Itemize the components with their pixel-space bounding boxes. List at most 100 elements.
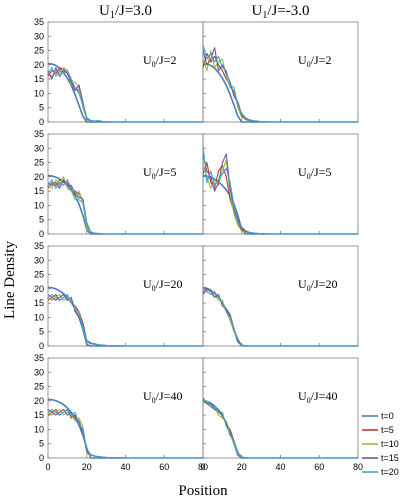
series-line-t-20 [202, 145, 358, 235]
column-titles: U1/J=3.0 U1/J=-3.0 [99, 3, 310, 21]
y-tick-label: 15 [34, 410, 44, 420]
series-line-t-10 [202, 159, 358, 235]
y-tick-label: 35 [34, 241, 44, 251]
y-tick-label: 25 [34, 158, 44, 168]
y-tick-label: 5 [39, 327, 44, 337]
panel-label: U0/J=40 [298, 389, 337, 405]
panel-frame [47, 21, 204, 123]
x-tick-label: 40 [120, 462, 130, 472]
legend-label-t-15: t=15 [381, 453, 399, 463]
x-tick-label: 20 [237, 462, 247, 472]
y-tick-label: 25 [34, 46, 44, 56]
x-tick-label: 80 [198, 462, 208, 472]
y-tick-label: 10 [34, 88, 44, 98]
y-tick-label: 25 [34, 270, 44, 280]
column-title-1: U1/J=3.0 [99, 3, 152, 21]
series-line-t-5 [202, 162, 358, 235]
series-line-t-10 [202, 288, 358, 347]
panel-grid: 0 5 10 15 20 25 30 35 U0/J=2 U0/J=20 5 10 15 20 25 30 35… [34, 17, 363, 472]
y-tick-label: 25 [34, 382, 44, 392]
x-tick-label: 0 [200, 462, 205, 472]
legend: t=0 t=5 t=10 t=15 t=20 [362, 411, 399, 477]
y-tick-label: 0 [39, 117, 44, 127]
series-line-t-15 [202, 288, 358, 347]
panel-frame [202, 133, 359, 235]
y-tick-label: 35 [34, 129, 44, 139]
series-line-t-20 [203, 291, 358, 347]
panel-frame [47, 357, 204, 459]
y-tick-label: 5 [39, 103, 44, 113]
y-tick-label: 10 [34, 200, 44, 210]
y-tick-label: 20 [34, 172, 44, 182]
x-tick-label: 60 [314, 462, 324, 472]
series-line-t-5 [202, 400, 358, 459]
y-tick-label: 0 [39, 229, 44, 239]
legend-label-t-10: t=10 [381, 439, 399, 449]
legend-label-t-5: t=5 [381, 425, 394, 435]
series-line-t-20 [203, 400, 358, 459]
panel-r2-c1: 0 5 10 15 20 25 30 35 U0/J=5 [34, 129, 204, 239]
panel-r1-c1: 0 5 10 15 20 25 30 35 U0/J=2 [34, 17, 204, 127]
series-line-t-0 [47, 174, 203, 235]
legend-label-t-20: t=20 [381, 467, 399, 477]
series-line-t-5 [47, 408, 203, 459]
y-axis-label: Line Density [2, 241, 18, 319]
panel-frame [47, 133, 204, 235]
series-line-t-0 [202, 286, 358, 347]
y-tick-label: 15 [34, 74, 44, 84]
y-tick-label: 35 [34, 17, 44, 27]
series-line-t-0 [202, 400, 358, 459]
series-line-t-0 [47, 286, 203, 347]
y-tick-label: 35 [34, 353, 44, 363]
y-tick-label: 20 [34, 60, 44, 70]
y-tick-label: 20 [34, 284, 44, 294]
y-tick-label: 30 [34, 31, 44, 41]
y-tick-label: 15 [34, 186, 44, 196]
y-tick-label: 5 [39, 215, 44, 225]
series-line-t-0 [47, 398, 203, 459]
panel-r4-c2: 0 20 40 60 80 U0/J=40 [200, 357, 363, 472]
panel-r4-c1: 0 5 10 15 20 25 30 35 0 20 40 60 80 U0/J=40 [34, 353, 208, 472]
series-line-t-15 [47, 67, 203, 123]
series-line-t-20 [47, 408, 203, 459]
x-tick-label: 40 [275, 462, 285, 472]
panel-frame [202, 357, 359, 459]
panel-label: U0/J=20 [143, 277, 182, 293]
series-line-t-20 [202, 44, 358, 123]
y-tick-label: 30 [34, 143, 44, 153]
series-line-t-15 [202, 153, 358, 235]
series-line-t-5 [202, 52, 358, 123]
series-line-t-15 [202, 397, 358, 459]
series-line-t-0 [202, 174, 358, 235]
y-tick-label: 10 [34, 424, 44, 434]
y-tick-label: 10 [34, 312, 44, 322]
y-tick-label: 30 [34, 255, 44, 265]
x-tick-label: 80 [353, 462, 363, 472]
panel-label: U0/J=5 [143, 165, 176, 181]
x-tick-label: 20 [82, 462, 92, 472]
series-line-t-10 [202, 400, 358, 459]
panel-label: U0/J=40 [143, 389, 182, 405]
x-axis-label: Position [178, 483, 228, 499]
series-line-t-10 [47, 67, 203, 123]
series-line-t-20 [47, 294, 203, 347]
series-line-t-20 [47, 179, 203, 235]
panel-frame [47, 245, 204, 347]
panel-r1-c2: U0/J=2 [202, 21, 359, 123]
column-title-2: U1/J=-3.0 [251, 3, 309, 21]
y-tick-label: 0 [39, 453, 44, 463]
x-tick-label: 60 [159, 462, 169, 472]
panel-frame [202, 245, 359, 347]
y-tick-label: 15 [34, 298, 44, 308]
series-line-t-5 [47, 67, 203, 123]
series-line-t-5 [202, 288, 358, 347]
series-line-t-0 [47, 62, 203, 123]
panel-label: U0/J=5 [298, 165, 331, 181]
panel-label: U0/J=2 [298, 53, 331, 69]
series-line-t-20 [47, 67, 203, 123]
x-tick-label: 0 [45, 462, 50, 472]
y-tick-label: 30 [34, 367, 44, 377]
panel-r3-c1: 0 5 10 15 20 25 30 35 U0/J=20 [34, 241, 204, 351]
y-tick-label: 0 [39, 341, 44, 351]
